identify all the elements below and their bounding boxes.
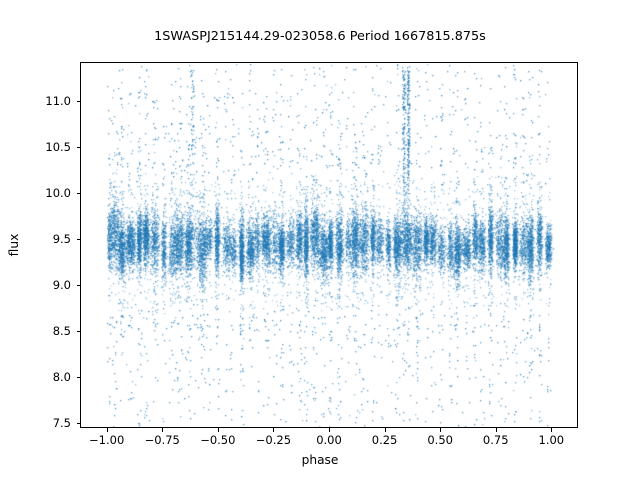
x-axis-tick: [273, 428, 275, 432]
scatter-plot-canvas: [81, 63, 577, 427]
x-axis-tick-label: −0.50: [200, 433, 236, 447]
x-axis-label: phase: [0, 453, 640, 467]
x-axis-tick: [162, 428, 164, 432]
y-axis-tick: [76, 377, 80, 379]
x-axis-tick: [495, 428, 497, 432]
x-axis-tick: [217, 428, 219, 432]
x-axis-tick-label: −1.00: [89, 433, 125, 447]
x-axis-tick-label: −0.25: [255, 433, 292, 447]
y-axis-tick: [76, 192, 80, 194]
y-axis-tick-label: 10.5: [45, 139, 71, 154]
y-axis-tick-label: 8.0: [52, 370, 71, 385]
y-axis-label-text: flux: [7, 233, 21, 257]
y-axis-tick-label: 7.5: [52, 416, 71, 431]
y-axis-tick: [76, 146, 80, 148]
y-axis-tick: [76, 423, 80, 425]
x-axis-tick-label: 0.75: [482, 433, 509, 447]
y-axis-tick-label: 10.0: [45, 185, 71, 200]
y-axis-label: flux: [0, 0, 40, 480]
x-axis-tick: [329, 428, 330, 432]
y-axis-tick-label: 8.5: [52, 324, 71, 339]
y-axis-tick: [76, 285, 80, 287]
y-axis-tick-label: 11.0: [45, 93, 71, 108]
x-axis-tick-label: 0.00: [316, 433, 342, 447]
page-title: 1SWASPJ215144.29-023058.6 Period 1667815…: [154, 29, 486, 44]
x-axis-label-text: phase: [301, 453, 339, 467]
y-axis-tick: [76, 239, 80, 240]
x-axis-tick-label: 0.25: [371, 433, 398, 447]
x-axis-tick: [440, 428, 442, 432]
x-axis-tick-label: 0.50: [427, 433, 453, 447]
x-axis-tick-label: −0.75: [144, 433, 180, 447]
plot-axes-area: [80, 62, 578, 428]
y-axis-tick: [76, 331, 80, 333]
y-axis-tick-label: 9.5: [52, 232, 71, 246]
x-axis-tick: [384, 428, 386, 432]
y-axis-tick: [76, 100, 80, 102]
x-axis-tick: [551, 428, 553, 432]
x-axis-tick-label: 1.00: [538, 433, 565, 447]
y-axis-tick-label: 9.0: [52, 278, 71, 293]
x-axis-tick: [106, 428, 108, 432]
